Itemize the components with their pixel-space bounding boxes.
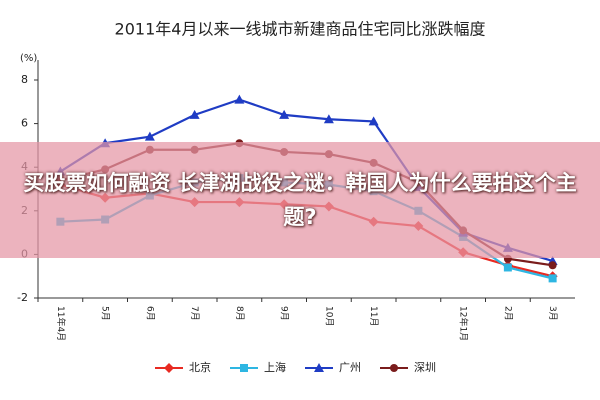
y-tick-label: 6: [21, 117, 28, 130]
x-tick-label: 12年1月: [458, 306, 470, 341]
point: [189, 109, 200, 119]
point: [548, 274, 557, 283]
banner: 买股票如何融资 长津湖战役之谜：韩国人为什么要拍这个主题?: [0, 142, 600, 258]
legend-marker: [164, 363, 174, 373]
x-tick-label: 9月: [279, 306, 290, 321]
banner-text: 买股票如何融资 长津湖战役之谜：韩国人为什么要拍这个主题?: [23, 171, 577, 229]
x-tick-label: 3月: [547, 306, 558, 321]
x-tick-label: 10月: [323, 306, 334, 326]
chart-title: 2011年4月以来一线城市新建商品住宅同比涨跌幅度: [115, 20, 486, 39]
legend-marker: [240, 364, 248, 372]
x-tick-label: 5月: [100, 306, 111, 321]
point: [503, 263, 512, 272]
point: [368, 116, 379, 126]
point: [144, 131, 155, 141]
legend-label: 深圳: [414, 361, 436, 374]
legend-marker: [314, 363, 324, 372]
legend-label: 北京: [189, 360, 211, 374]
x-tick-label: 8月: [234, 306, 245, 321]
legend-label: 广州: [339, 361, 361, 374]
point: [279, 109, 290, 119]
x-tick-label: 11月: [368, 306, 379, 326]
y-tick-label: 8: [21, 73, 28, 86]
x-tick-label: 7月: [189, 306, 200, 321]
point: [323, 114, 334, 124]
y-tick-label: -2: [17, 291, 28, 304]
point: [234, 94, 245, 104]
x-tick-label: 6月: [144, 306, 155, 321]
legend-label: 上海: [264, 360, 286, 374]
y-axis-label: (%): [20, 53, 37, 64]
legend-marker: [390, 364, 398, 372]
x-tick-label: 11年4月: [55, 306, 67, 341]
x-tick-label: 2月: [502, 306, 513, 321]
point: [548, 261, 557, 270]
